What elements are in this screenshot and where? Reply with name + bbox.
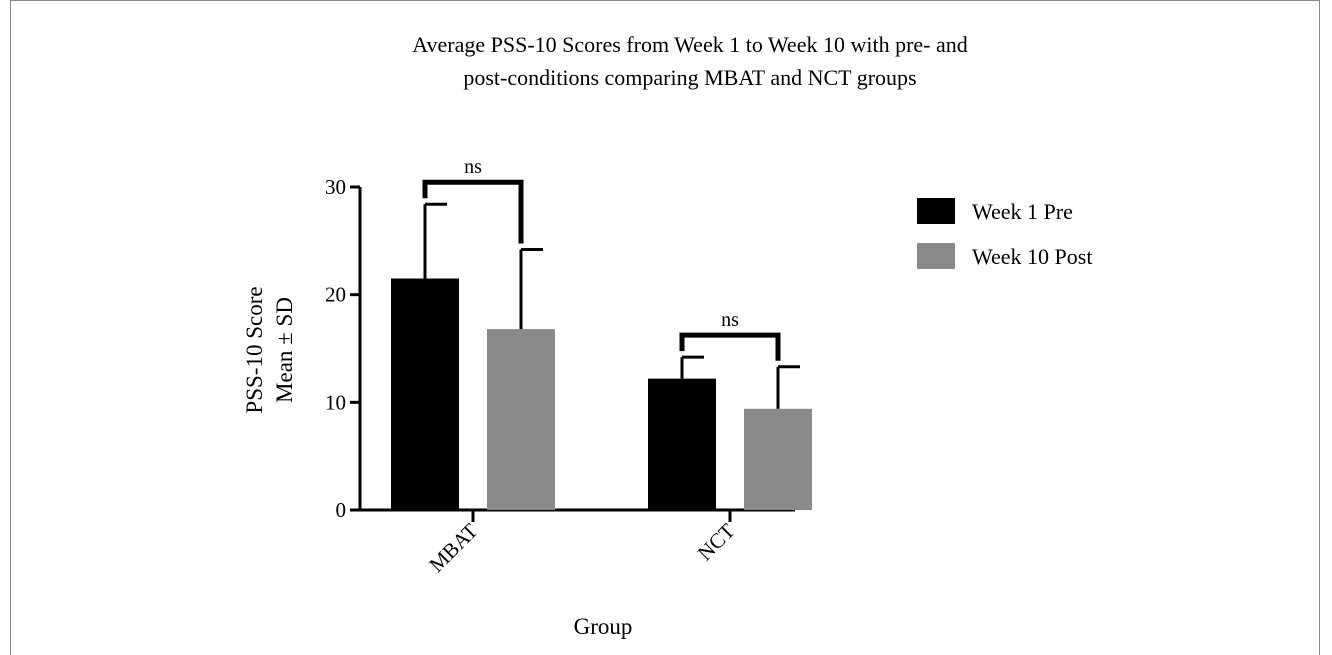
y-axis-label: PSS-10 Score Mean ± SD (242, 286, 297, 413)
chart-title-line-2: post-conditions comparing MBAT and NCT g… (463, 65, 916, 90)
significance-label: ns (464, 156, 482, 178)
chart-title-line-1: Average PSS-10 Scores from Week 1 to Wee… (412, 32, 968, 57)
bar-nct-1 (648, 378, 716, 510)
x-axis-label: Group (574, 614, 633, 639)
y-axis-label-line-1: PSS-10 Score (242, 286, 267, 413)
significance-bracket (679, 332, 781, 361)
x-tick-label-mbat: MBAT (424, 518, 482, 576)
legend-label-2: Week 10 Post (972, 244, 1092, 269)
y-tick-label: 20 (325, 283, 346, 307)
x-tick-label-nct: NCT (693, 518, 740, 565)
legend-label-1: Week 1 Pre (972, 199, 1073, 224)
y-tick-label: 0 (336, 498, 347, 522)
legend: Week 1 Pre Week 10 Post (917, 198, 1092, 269)
legend-swatch-2 (917, 243, 955, 269)
significance-bracket (422, 179, 524, 244)
significance-label: ns (721, 309, 739, 331)
y-tick-label: 30 (325, 175, 346, 199)
bar-nct-2 (744, 408, 812, 510)
bar-mbat-2 (487, 329, 555, 510)
y-tick-label: 10 (325, 390, 346, 414)
y-axis-label-line-2: Mean ± SD (272, 297, 297, 403)
bar-mbat-1 (391, 278, 459, 510)
plot-area: 0 10 20 30 MBAT ns NCT ns (325, 156, 812, 577)
legend-swatch-1 (917, 198, 955, 224)
figure-frame (10, 0, 1320, 655)
